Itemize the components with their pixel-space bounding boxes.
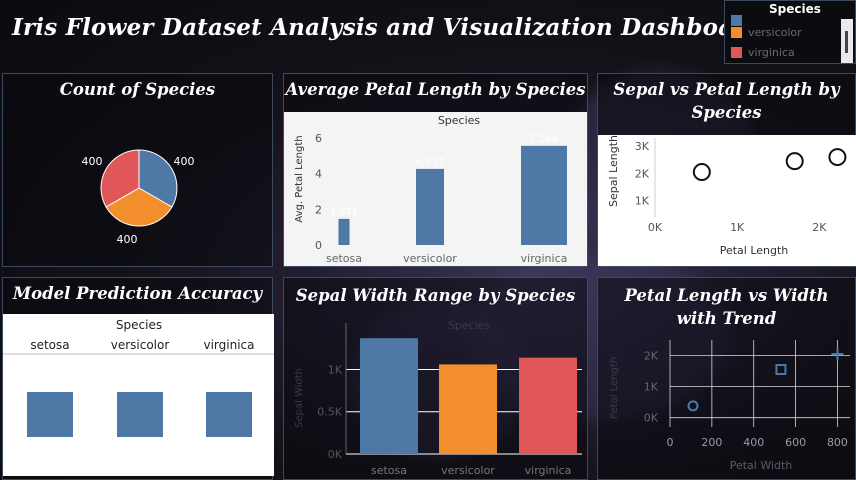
pie-data-label: 400 [174,155,195,168]
legend-label: versicolor [748,25,802,39]
panel-title: Model Prediction Accuracy [12,284,263,303]
y-tick-label: 0.5K [317,406,342,419]
bar-virginica [519,357,577,454]
x-tick-label: 800 [827,436,848,449]
panel-title: Average Petal Length by Species [285,80,586,99]
accuracy-mark-virginica [206,392,252,437]
accuracy-table-chart: Species setosa versicolor virginica [3,318,274,437]
x-tick-label: 0K [648,221,663,234]
legend-scrollbar[interactable] [841,19,853,63]
panel-title: Petal Length vs Width with Trend [624,286,829,328]
scatter-point-setosa [687,400,699,412]
y-tick-label: 1K [635,195,650,208]
sepal-width-panel: Sepal Width Range by Species Species Sepa… [283,277,588,480]
bar-setosa [360,338,418,454]
y-tick-label: 4 [315,168,322,181]
y-axis-label: Avg. Petal Length [294,135,305,222]
y-tick-label: 0K [644,412,659,425]
legend-swatch-virginica [731,46,742,58]
legend-swatch-versicolor [731,26,742,38]
bar-data-label: 5.586 [530,134,559,145]
x-axis-label: Petal Width [730,459,793,472]
x-tick-label: 1K [730,221,745,234]
legend-title: Species [769,2,821,16]
y-axis-label: Sepal Length [607,135,620,207]
legend-item-setosa[interactable]: setosa [731,13,784,27]
accuracy-mark-setosa [27,392,73,437]
legend-scrollbar-thumb[interactable] [845,31,848,53]
y-axis-label: Petal Length [609,357,620,419]
avg-petal-chart-card: Species Avg. Petal Length 0 2 4 6 1.571 setosa 4… [284,112,587,266]
y-tick-label: 2 [315,203,322,216]
y-tick-label: 2K [635,167,650,180]
panel-title: Sepal Width Range by Species [295,286,576,305]
accuracy-chart-card: Species setosa versicolor virginica [3,314,274,476]
bar-versicolor [439,364,497,454]
y-tick-label: 3K [635,140,650,153]
sepal-petal-chart-card: Sepal Length 1K 2K 3K 0K 1K 2K Petal Length [598,135,856,266]
bar-data-label: 1.571 [330,207,359,218]
legend-label: setosa [748,13,785,27]
x-axis-label: Petal Length [720,244,789,257]
x-tick-label: setosa [326,252,362,265]
legend-swatch-setosa [731,14,742,26]
y-tick-label: 1K [328,363,343,376]
x-tick-label: virginica [525,464,572,477]
petal-trend-scatter-chart: 0 200 400 600 800 0K 1K 2K Petal Length Petal Wid… [609,340,850,472]
bar-versicolor [416,168,444,245]
bar-virginica [521,145,567,245]
scatter-point-versicolor [785,152,804,171]
pie-data-label: 400 [82,155,103,168]
y-tick-label: 0 [315,239,322,252]
scatter-point-virginica [831,347,844,360]
x-tick-label: virginica [521,252,568,265]
sepal-width-bar-chart: Species Sepal Width 0K 0.5K 1K setosa versicol… [294,319,582,477]
dashboard-title: Iris Flower Dataset Analysis and Visuali… [12,14,762,41]
panel-title: Sepal vs Petal Length by Species [613,80,840,122]
avg-petal-bar-chart: Species Avg. Petal Length 0 2 4 6 1.571 setosa 4… [294,114,568,265]
y-tick-label: 6 [315,132,322,145]
sepal-petal-scatter-chart: Sepal Length 1K 2K 3K 0K 1K 2K Petal Length [607,135,847,257]
x-tick-label: setosa [371,464,407,477]
x-tick-label: 0 [667,436,674,449]
x-tick-label: versicolor [441,464,495,477]
pie-slice-setosa [138,149,178,208]
table-header: Species [116,318,162,332]
legend-label: virginica [748,45,795,59]
x-tick-label: 200 [701,436,722,449]
accuracy-mark-versicolor [117,392,163,437]
y-tick-label: 1K [644,381,659,394]
sepal-petal-panel: Sepal vs Petal Length by Species Sepal L… [597,73,856,267]
panel-title: Count of Species [59,80,216,99]
y-tick-label: 2K [644,350,659,363]
species-legend[interactable]: Species setosa versicolor virginica [724,0,856,64]
scatter-point-versicolor [775,364,787,376]
x-tick-label: 2K [812,221,827,234]
pie-slice-virginica [100,149,140,208]
table-column-label: setosa [30,338,69,352]
table-column-label: versicolor [111,338,170,352]
pie-data-label: 400 [117,233,138,246]
y-tick-label: 0K [328,448,343,461]
x-tick-label: 600 [785,436,806,449]
x-tick-label: 400 [743,436,764,449]
bar-setosa [338,218,350,245]
table-column-label: virginica [204,338,255,352]
count-panel: Count of Species 400 400 400 [2,73,273,267]
avg-petal-panel: Average Petal Length by Species Species A… [283,73,588,267]
legend-item-versicolor[interactable]: versicolor [731,25,802,39]
accuracy-panel: Model Prediction Accuracy Species setosa v… [2,277,274,480]
count-pie-chart: 400 400 400 [82,149,195,246]
scatter-point-setosa [692,163,711,182]
x-tick-label: versicolor [403,252,457,265]
chart-header: Species [438,114,481,127]
chart-header: Species [448,319,491,332]
y-axis-label: Sepal Width [294,368,305,428]
bar-data-label: 4.317 [416,157,445,168]
scatter-point-virginica [828,148,847,167]
legend-item-virginica[interactable]: virginica [731,45,795,59]
petal-trend-panel: Petal Length vs Width with Trend 0 200 400… [597,277,856,480]
